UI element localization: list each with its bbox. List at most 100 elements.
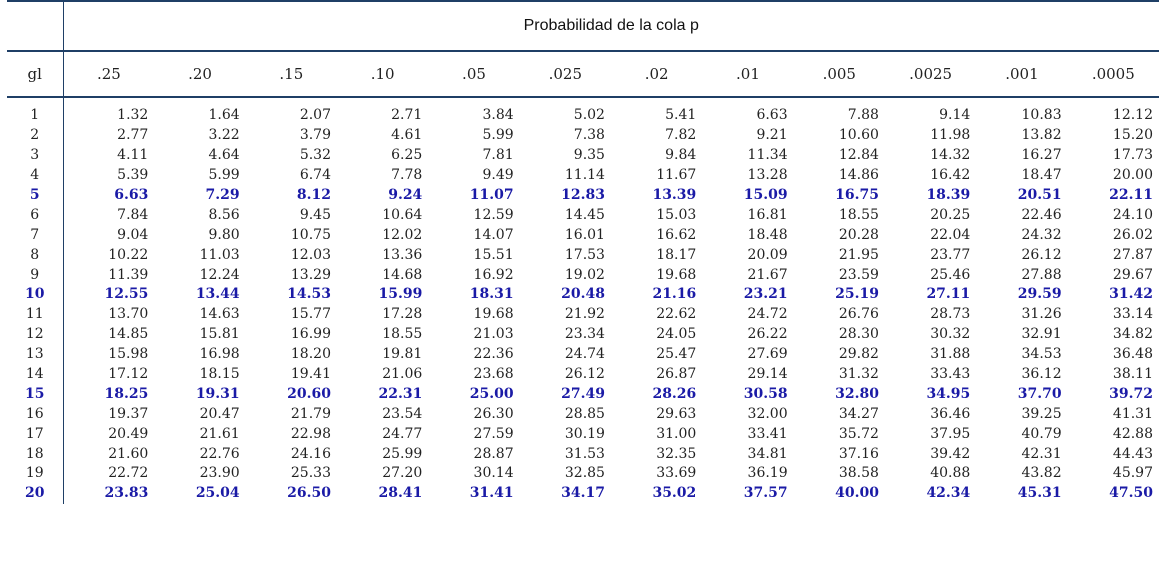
table-cell: 2.71 — [391, 107, 423, 124]
table-cell: 34.82 — [1112, 326, 1153, 343]
table-cell: 7.38 — [573, 127, 605, 144]
table-row: 16 19.37 20.47 21.79 23.54 26.30 28.85 29.63 32.… — [7, 404, 1159, 425]
table-cell: 31.41 — [469, 485, 514, 502]
table-cell: 33.43 — [930, 366, 971, 383]
table-cell: 37.70 — [1017, 385, 1062, 402]
table-cell: 31.88 — [930, 346, 971, 363]
table-cell: 23.34 — [564, 326, 605, 343]
row-gl-cell: 11 — [7, 304, 64, 325]
table-row: 14 17.12 18.15 19.41 21.06 23.68 26.12 26.87 29.… — [7, 364, 1159, 385]
table-row: 2 2.77 3.22 3.79 4.61 5.99 7.38 7.82 9.21 10.60 11… — [7, 125, 1159, 146]
table-cell: 4.11 — [117, 147, 149, 164]
table-cell: 15.99 — [378, 286, 423, 303]
table-cell: 26.12 — [1021, 246, 1062, 263]
table-cell: 6.25 — [391, 147, 423, 164]
table-cell: 19.68 — [656, 266, 697, 283]
table-cell: 20.48 — [561, 286, 605, 303]
table-cell: 19.68 — [473, 306, 514, 323]
table-cell: 36.19 — [747, 465, 788, 482]
table-cell: 34.81 — [747, 445, 788, 462]
table-cell: 11.39 — [108, 266, 149, 283]
table-cell: 32.85 — [564, 465, 605, 482]
table-cell: 3.79 — [299, 127, 331, 144]
row-gl-cell: 10 — [7, 285, 64, 305]
table-cell: 32.00 — [747, 405, 788, 422]
column-header: .15 — [245, 51, 337, 98]
table-cell: 15.81 — [199, 326, 240, 343]
table-cell: 9.04 — [117, 226, 149, 243]
table-cell: 26.50 — [287, 485, 331, 502]
table-cell: 6.74 — [299, 167, 331, 184]
table-cell: 21.60 — [108, 445, 149, 462]
table-cell: 25.99 — [382, 445, 423, 462]
table-cell: 13.39 — [652, 187, 697, 203]
table-cell: 23.90 — [199, 465, 240, 482]
table-cell: 28.73 — [930, 306, 971, 323]
table-cell: 14.86 — [838, 167, 879, 184]
table-cell: 9.35 — [573, 147, 605, 164]
table-cell: 20.28 — [838, 226, 879, 243]
table-cell: 26.87 — [656, 366, 697, 383]
table-cell: 35.02 — [652, 485, 697, 502]
table-cell: 5.41 — [665, 107, 697, 124]
table-cell: 14.63 — [199, 306, 240, 323]
table-cell: 26.76 — [838, 306, 879, 323]
table-cell: 44.43 — [1112, 445, 1153, 462]
table-cell: 30.14 — [473, 465, 514, 482]
table-cell: 20.09 — [747, 246, 788, 263]
table-cell: 39.42 — [930, 445, 971, 462]
t-distribution-table-container: Probabilidad de la cola p gl .25.20.15.1… — [7, 0, 1159, 504]
table-row: 5 6.63 7.29 8.12 9.24 11.07 12.83 13.39 15.09 16.… — [7, 185, 1159, 206]
table-cell: 17.12 — [108, 366, 149, 383]
table-cell: 9.84 — [665, 147, 697, 164]
table-row: 1 1.32 1.64 2.07 2.71 3.84 5.02 5.41 6.63 7.88 9.1… — [7, 97, 1159, 126]
table-cell: 12.24 — [199, 266, 240, 283]
table-cell: 16.01 — [564, 226, 605, 243]
table-cell: 20.51 — [1017, 187, 1062, 203]
table-cell: 9.21 — [756, 127, 788, 144]
table-cell: 24.77 — [382, 425, 423, 442]
table-cell: 11.07 — [469, 187, 514, 203]
table-body: 1 1.32 1.64 2.07 2.71 3.84 5.02 5.41 6.63 7.88 9.1… — [7, 97, 1159, 504]
table-cell: 18.17 — [656, 246, 697, 263]
table-cell: 4.64 — [208, 147, 240, 164]
row-gl-cell: 6 — [7, 205, 64, 226]
table-cell: 23.77 — [930, 246, 971, 263]
table-cell: 5.99 — [208, 167, 240, 184]
table-cell: 36.46 — [930, 405, 971, 422]
table-cell: 33.41 — [747, 425, 788, 442]
table-cell: 30.19 — [564, 425, 605, 442]
table-cell: 8.56 — [208, 206, 240, 223]
table-cell: 19.37 — [108, 405, 149, 422]
table-cell: 9.49 — [482, 167, 514, 184]
table-cell: 19.31 — [195, 385, 240, 402]
table-cell: 2.77 — [117, 127, 149, 144]
table-cell: 27.59 — [473, 425, 514, 442]
caption-corner — [7, 0, 64, 52]
table-cell: 22.11 — [1109, 187, 1153, 203]
table-cell: 21.95 — [838, 246, 879, 263]
table-cell: 18.55 — [382, 326, 423, 343]
table-cell: 19.41 — [290, 366, 331, 383]
table-cell: 18.48 — [747, 226, 788, 243]
table-cell: 15.98 — [108, 346, 149, 363]
table-cell: 33.69 — [656, 465, 697, 482]
table-row: 20 23.83 25.04 26.50 28.41 31.41 34.17 35.02 37.… — [7, 483, 1159, 504]
column-header: .0025 — [884, 51, 977, 98]
row-gl-cell: 19 — [7, 464, 64, 484]
table-cell: 16.99 — [290, 326, 331, 343]
table-cell: 29.14 — [747, 366, 788, 383]
table-cell: 12.12 — [1112, 107, 1153, 124]
table-cell: 32.35 — [656, 445, 697, 462]
table-cell: 13.70 — [108, 306, 149, 323]
table-cell: 29.63 — [656, 405, 697, 422]
column-header: .01 — [702, 51, 794, 98]
row-gl-cell: 16 — [7, 404, 64, 425]
row-gl-cell: 8 — [7, 245, 64, 266]
table-cell: 40.79 — [1021, 425, 1062, 442]
table-cell: 12.83 — [561, 187, 605, 203]
table-cell: 3.22 — [208, 127, 240, 144]
row-gl-cell: 13 — [7, 344, 64, 365]
table-cell: 29.82 — [838, 346, 879, 363]
table-cell: 15.51 — [473, 246, 514, 263]
